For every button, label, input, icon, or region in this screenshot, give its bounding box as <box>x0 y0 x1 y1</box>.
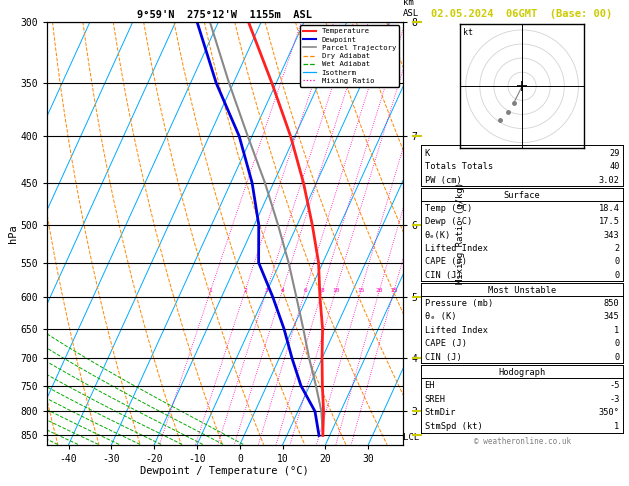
Text: 40: 40 <box>609 162 620 172</box>
Text: 10: 10 <box>332 288 340 293</box>
Text: 2: 2 <box>243 288 247 293</box>
Text: 0: 0 <box>615 339 620 348</box>
Text: 15: 15 <box>357 288 365 293</box>
Text: K: K <box>425 149 430 157</box>
Text: CAPE (J): CAPE (J) <box>425 339 467 348</box>
Text: 345: 345 <box>604 312 620 321</box>
Text: 350°: 350° <box>599 408 620 417</box>
Text: 1: 1 <box>209 288 213 293</box>
Text: Totals Totals: Totals Totals <box>425 162 493 172</box>
X-axis label: Dewpoint / Temperature (°C): Dewpoint / Temperature (°C) <box>140 467 309 476</box>
Text: LCL: LCL <box>403 434 419 442</box>
Text: 1: 1 <box>615 422 620 431</box>
Text: 6: 6 <box>304 288 307 293</box>
Text: θₑ (K): θₑ (K) <box>425 312 456 321</box>
Text: Lifted Index: Lifted Index <box>425 326 487 335</box>
Text: 0: 0 <box>615 271 620 280</box>
Text: 25: 25 <box>391 288 398 293</box>
Text: Surface: Surface <box>504 191 540 200</box>
Text: kt: kt <box>462 28 472 37</box>
Text: StmDir: StmDir <box>425 408 456 417</box>
Text: 3: 3 <box>265 288 269 293</box>
Text: Hodograph: Hodograph <box>498 367 546 377</box>
Text: 850: 850 <box>604 299 620 308</box>
Text: 4: 4 <box>281 288 284 293</box>
Text: 29: 29 <box>609 149 620 157</box>
Text: -5: -5 <box>609 381 620 390</box>
Text: 3.02: 3.02 <box>599 176 620 185</box>
Text: Pressure (mb): Pressure (mb) <box>425 299 493 308</box>
Y-axis label: Mixing Ratio (g/kg): Mixing Ratio (g/kg) <box>457 182 465 284</box>
Text: SREH: SREH <box>425 395 445 403</box>
Text: Most Unstable: Most Unstable <box>488 286 556 295</box>
Text: 18.4: 18.4 <box>599 204 620 213</box>
Title: 9°59'N  275°12'W  1155m  ASL: 9°59'N 275°12'W 1155m ASL <box>137 10 313 20</box>
Text: CIN (J): CIN (J) <box>425 353 461 362</box>
Text: EH: EH <box>425 381 435 390</box>
Text: 20: 20 <box>376 288 383 293</box>
Text: PW (cm): PW (cm) <box>425 176 461 185</box>
Text: 17.5: 17.5 <box>599 217 620 226</box>
Text: 1: 1 <box>615 326 620 335</box>
Text: Temp (°C): Temp (°C) <box>425 204 472 213</box>
Text: 2: 2 <box>615 244 620 253</box>
Text: Dewp (°C): Dewp (°C) <box>425 217 472 226</box>
Text: km
ASL: km ASL <box>403 0 419 17</box>
Text: Lifted Index: Lifted Index <box>425 244 487 253</box>
Text: -3: -3 <box>609 395 620 403</box>
Text: StmSpd (kt): StmSpd (kt) <box>425 422 482 431</box>
Text: θₑ(K): θₑ(K) <box>425 231 451 240</box>
Text: 0: 0 <box>615 353 620 362</box>
Text: 0: 0 <box>615 258 620 266</box>
Text: 8: 8 <box>320 288 324 293</box>
Legend: Temperature, Dewpoint, Parcel Trajectory, Dry Adiabat, Wet Adiabat, Isotherm, Mi: Temperature, Dewpoint, Parcel Trajectory… <box>300 25 399 87</box>
Text: CAPE (J): CAPE (J) <box>425 258 467 266</box>
Text: © weatheronline.co.uk: © weatheronline.co.uk <box>474 437 571 447</box>
Text: 343: 343 <box>604 231 620 240</box>
Y-axis label: hPa: hPa <box>8 224 18 243</box>
Text: 02.05.2024  06GMT  (Base: 00): 02.05.2024 06GMT (Base: 00) <box>431 9 613 19</box>
Text: CIN (J): CIN (J) <box>425 271 461 280</box>
